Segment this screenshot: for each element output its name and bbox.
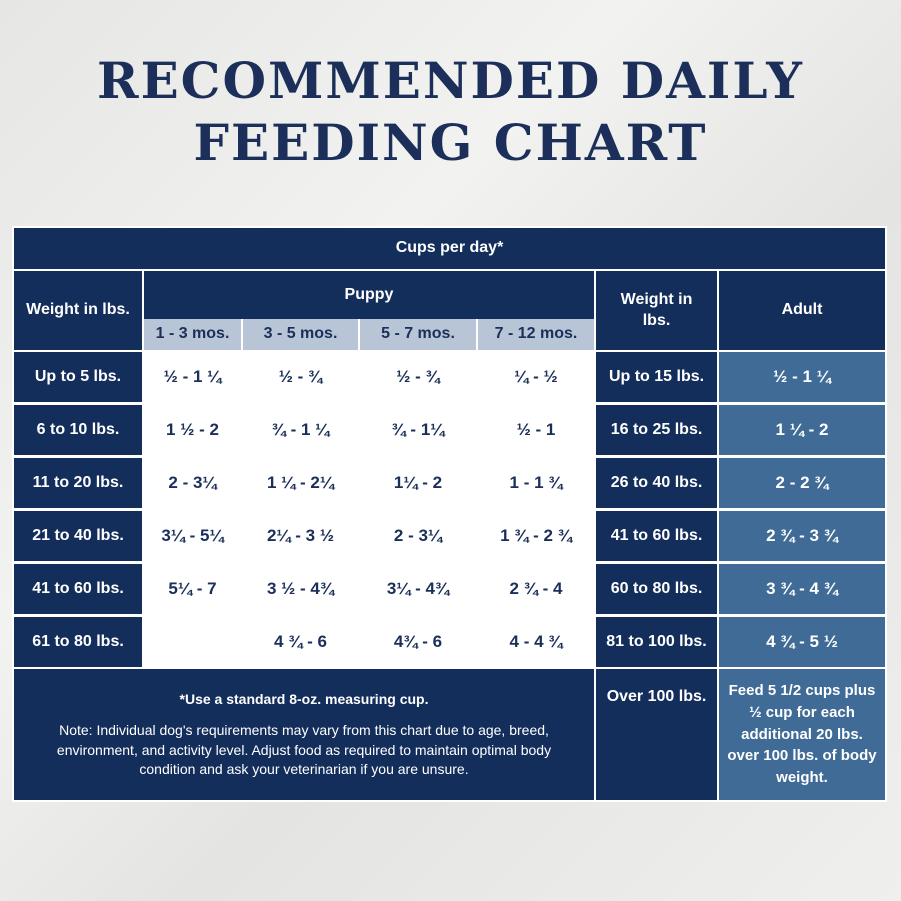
weight-column-header-left: Weight in lbs. [14,271,142,350]
puppy-portion-cell: ¾ - 1¼ [360,405,476,455]
puppy-weight-cell: 21 to 40 lbs. [14,511,142,561]
puppy-weight-cell: 61 to 80 lbs. [14,617,142,667]
adult-portion-cell: 4 ¾ - 5 ½ [719,617,885,667]
measuring-cup-note: *Use a standard 8-oz. measuring cup. [179,691,429,707]
puppy-weight-cell: Up to 5 lbs. [14,352,142,402]
puppy-portion-cell: 1 ¾ - 2 ¾ [478,511,594,561]
puppy-weight-cell: 11 to 20 lbs. [14,458,142,508]
adult-weight-cell: 16 to 25 lbs. [596,405,717,455]
puppy-portion-cell: 1¼ - 2 [360,458,476,508]
adult-weight-cell: 81 to 100 lbs. [596,617,717,667]
puppy-weight-cell: 6 to 10 lbs. [14,405,142,455]
adult-portion-cell: 2 - 2 ¾ [719,458,885,508]
adult-portion-cell: ½ - 1 ¼ [719,352,885,402]
puppy-portion-cell: ½ - ¾ [360,352,476,402]
puppy-portion-cell: 2 - 3¼ [144,458,241,508]
adult-weight-cell: 41 to 60 lbs. [596,511,717,561]
puppy-portion-cell: ½ - 1 ¼ [144,352,241,402]
over-100-adult-cell: Feed 5 1/2 cups plus ½ cup for each addi… [719,669,885,800]
cups-per-day-header: Cups per day* [14,228,885,269]
puppy-portion-cell: 4 ¾ - 6 [243,617,358,667]
puppy-weight-cell: 41 to 60 lbs. [14,564,142,614]
puppy-portion-cell: ½ - 1 [478,405,594,455]
feeding-chart-table: Cups per day* Weight in lbs. Puppy 1 - 3… [12,226,887,802]
adult-header: Adult [719,271,885,350]
adult-weight-cell: Up to 15 lbs. [596,352,717,402]
requirements-note: Note: Individual dog's requirements may … [56,722,552,778]
page-title-line-2: FEEDING CHART [193,113,708,172]
adult-weight-cell: 26 to 40 lbs. [596,458,717,508]
puppy-portion-cell: 4¾ - 6 [360,617,476,667]
puppy-portion-cell: 3¼ - 5¼ [144,511,241,561]
puppy-portion-cell: 3 ½ - 4¾ [243,564,358,614]
age-header-3-5: 3 - 5 mos. [243,319,358,350]
puppy-portion-cell [144,617,241,667]
puppy-portion-cell: 1 ¼ - 2¼ [243,458,358,508]
puppy-portion-cell: 3¼ - 4¾ [360,564,476,614]
puppy-portion-cell: 1 - 1 ¾ [478,458,594,508]
adult-weight-cell: 60 to 80 lbs. [596,564,717,614]
adult-portion-cell: 1 ¼ - 2 [719,405,885,455]
puppy-header: Puppy [144,271,594,319]
puppy-portion-cell: 2¼ - 3 ½ [243,511,358,561]
puppy-portion-cell: ¼ - ½ [478,352,594,402]
puppy-portion-cell: ½ - ¾ [243,352,358,402]
puppy-portion-cell: 2 - 3¼ [360,511,476,561]
age-header-7-12: 7 - 12 mos. [478,319,594,350]
page-title-line-1: RECOMMENDED DAILY [97,51,804,110]
adult-portion-cell: 3 ¾ - 4 ¾ [719,564,885,614]
footnote-box: *Use a standard 8-oz. measuring cup. Not… [14,669,594,800]
age-header-5-7: 5 - 7 mos. [360,319,476,350]
puppy-portion-cell: ¾ - 1 ¼ [243,405,358,455]
over-100-weight-cell: Over 100 lbs. [596,669,717,800]
puppy-portion-cell: 1 ½ - 2 [144,405,241,455]
puppy-portion-cell: 2 ¾ - 4 [478,564,594,614]
age-header-1-3: 1 - 3 mos. [144,319,241,350]
adult-portion-cell: 2 ¾ - 3 ¾ [719,511,885,561]
weight-column-header-right: Weight in lbs. [596,271,717,350]
puppy-portion-cell: 5¼ - 7 [144,564,241,614]
puppy-portion-cell: 4 - 4 ¾ [478,617,594,667]
